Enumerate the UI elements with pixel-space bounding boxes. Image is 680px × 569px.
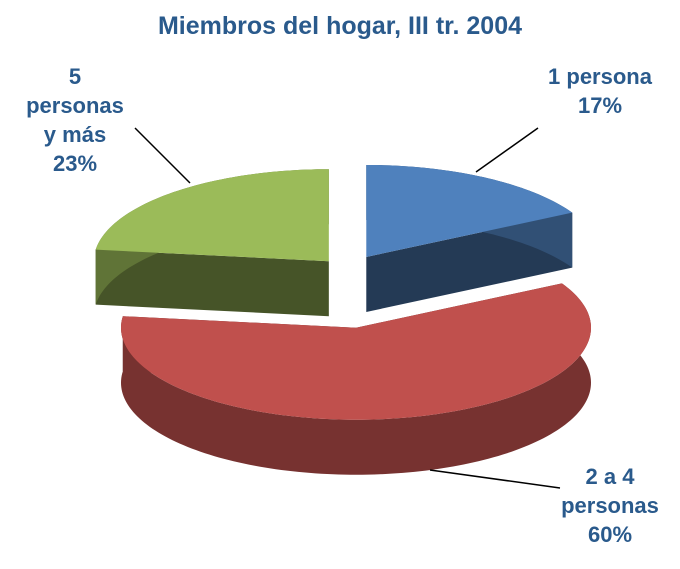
data-label: 1 persona 17%	[545, 62, 655, 120]
chart-title: Miembros del hogar, III tr. 2004	[157, 12, 522, 40]
category-label: 5 personas y más	[26, 64, 124, 147]
slice-top	[120, 283, 591, 420]
data-label: 5 personas y más 23%	[20, 62, 130, 178]
leader-line	[429, 469, 561, 489]
pie-slice	[95, 169, 329, 317]
category-label: 2 a 4 personas	[561, 464, 659, 518]
percent-label: 23%	[52, 151, 98, 176]
pie-slice	[366, 164, 573, 312]
pie-slice	[120, 283, 591, 475]
category-label: 1 persona	[548, 64, 652, 89]
percent-label: 60%	[587, 522, 633, 547]
slice-side	[95, 249, 329, 317]
data-label: 2 a 4 personas 60%	[555, 462, 665, 549]
percent-label: 17%	[577, 93, 623, 118]
leader-line	[134, 127, 191, 184]
slice-top	[366, 164, 573, 257]
slice-top	[95, 169, 329, 262]
slice-side	[120, 283, 591, 475]
leader-line	[475, 127, 539, 173]
